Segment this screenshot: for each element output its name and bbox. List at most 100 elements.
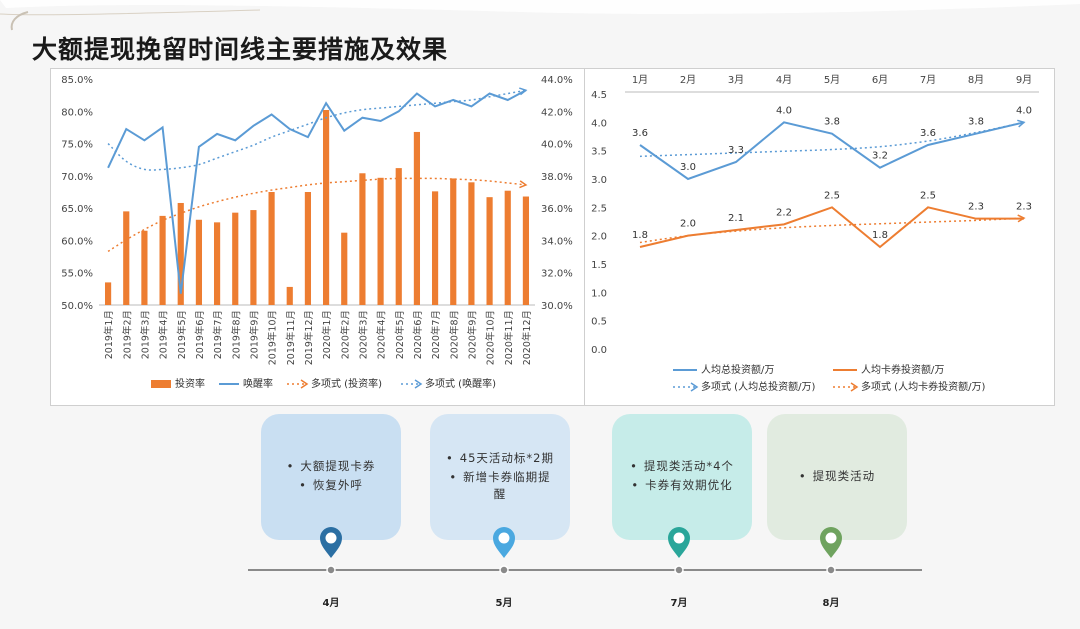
left-axis-tick: 60.0% [61, 236, 93, 247]
right-axis-tick: 30.0% [541, 301, 573, 312]
x-axis-tick: 2020年12月 [521, 310, 533, 365]
y-axis-tick: 3.0 [591, 175, 607, 186]
bar [486, 197, 493, 305]
bar [268, 192, 275, 305]
data-label: 2.0 [680, 219, 696, 230]
bar [123, 211, 130, 305]
investment-rate-chart: 50.0% 55.0% 60.0% 65.0% 70.0% 75.0% 80.0% 85.0%… [61, 75, 573, 390]
data-label: 4.0 [1016, 105, 1032, 116]
trendline-wake-rate [107, 89, 527, 171]
data-label: 2.5 [920, 190, 936, 201]
data-label: 1.8 [632, 230, 648, 241]
right-axis-tick: 38.0% [541, 172, 573, 183]
x-axis-tick: 3月 [728, 74, 744, 86]
x-axis-tick: 2019年8月 [230, 310, 242, 359]
right-axis-tick: 40.0% [541, 140, 573, 151]
y-axis-tick: 0.5 [591, 317, 607, 328]
timeline-month-label: 7月 [670, 598, 688, 609]
x-axis-tick: 2020年8月 [448, 310, 460, 359]
y-axis-tick: 1.0 [591, 288, 607, 299]
legend-label: 多项式 (投资率) [311, 377, 382, 390]
trend-arrow-icon [850, 382, 859, 392]
map-pin-icon [320, 527, 342, 558]
bar [377, 177, 384, 305]
timeline-dot [674, 565, 684, 575]
left-axis-tick: 55.0% [61, 269, 93, 280]
y-axis-tick: 3.5 [591, 147, 607, 158]
x-axis-tick: 2019年5月 [176, 310, 188, 359]
left-axis-tick: 80.0% [61, 107, 93, 118]
data-label: 2.3 [1016, 202, 1032, 213]
wake-rate-line [107, 89, 527, 294]
trend-arrow-icon [414, 379, 423, 389]
x-axis-tick: 2020年5月 [394, 310, 406, 359]
x-axis-tick: 5月 [824, 74, 840, 86]
data-label: 1.8 [872, 230, 888, 241]
timeline-item: 提现类活动*4个 [630, 458, 734, 475]
bar [431, 191, 439, 305]
trend-arrow-icon [300, 379, 309, 389]
data-label: 4.0 [776, 105, 792, 116]
x-axis-tick: 2020年10月 [485, 310, 497, 365]
legend-label: 唤醒率 [243, 377, 273, 390]
legend-label: 人均卡券投资额/万 [861, 363, 944, 376]
x-axis-tick: 2019年6月 [194, 310, 206, 359]
x-axis-tick: 2019年3月 [139, 310, 151, 359]
timeline-item: 提现类活动 [799, 468, 875, 485]
bar [195, 219, 203, 305]
map-pin-icon [493, 527, 515, 558]
timeline-card-jul: 提现类活动*4个 卡券有效期优化 [612, 414, 752, 540]
y-axis-tick: 4.5 [591, 90, 607, 101]
bar [159, 215, 166, 305]
x-axis-tick: 2020年2月 [339, 310, 351, 359]
map-pin-icon [820, 527, 842, 558]
x-axis-tick: 4月 [776, 74, 792, 86]
data-label: 3.6 [920, 128, 936, 139]
bar [450, 178, 457, 305]
bar [104, 282, 112, 305]
decorative-brush-stroke [0, 0, 1080, 31]
x-axis-tick: 2019年1月 [103, 310, 115, 359]
data-label: 2.1 [728, 213, 744, 224]
timeline-month-label: 4月 [322, 598, 340, 609]
x-axis-tick: 2019年10月 [267, 310, 279, 365]
x-axis-tick: 2019年4月 [158, 310, 170, 359]
data-label: 3.3 [728, 145, 744, 156]
left-chart-panel: 50.0% 55.0% 60.0% 65.0% 70.0% 75.0% 80.0% 85.0%… [50, 68, 586, 406]
x-axis-tick: 2019年2月 [121, 310, 133, 359]
right-axis-tick: 34.0% [541, 236, 573, 247]
data-label: 3.6 [632, 128, 648, 139]
y-axis-tick: 2.5 [591, 203, 607, 214]
legend-label: 多项式 (唤醒率) [425, 377, 496, 390]
left-axis-tick: 70.0% [61, 172, 93, 183]
x-axis-tick: 2019年12月 [303, 310, 315, 365]
timeline-month-label: 5月 [495, 598, 513, 609]
bar [413, 131, 421, 305]
legend-label: 多项式 (人均总投资额/万) [701, 380, 815, 393]
x-axis-tick: 2019年11月 [285, 310, 297, 365]
bar [341, 232, 348, 305]
right-axis-tick: 44.0% [541, 75, 573, 86]
x-axis-tick: 2019年9月 [248, 310, 260, 359]
timeline-item: 恢复外呼 [287, 477, 376, 494]
right-axis-tick: 36.0% [541, 204, 573, 215]
timeline-dot [499, 565, 509, 575]
bar [177, 202, 184, 305]
timeline-card-may: 45天活动标*2期 新增卡券临期提醒 [430, 414, 570, 540]
x-axis-tick: 2020年7月 [430, 310, 442, 359]
y-axis-tick: 0.0 [591, 345, 607, 356]
data-label: 2.5 [824, 190, 840, 201]
x-axis-tick: 2020年1月 [321, 310, 333, 359]
bar [250, 210, 257, 305]
x-axis-tick: 2020年6月 [412, 310, 424, 359]
legend-label: 多项式 (人均卡券投资额/万) [861, 380, 985, 393]
timeline-month-label: 8月 [822, 598, 840, 609]
coupon-investment-line [639, 206, 1024, 249]
legend-swatch [151, 380, 171, 388]
timeline-item: 新增卡券临期提醒 [444, 469, 556, 503]
x-axis-tick: 2020年4月 [376, 310, 388, 359]
data-label: 2.3 [968, 202, 984, 213]
right-axis-tick: 32.0% [541, 269, 573, 280]
left-axis-tick: 65.0% [61, 204, 93, 215]
x-axis-tick: 2020年9月 [466, 310, 478, 359]
